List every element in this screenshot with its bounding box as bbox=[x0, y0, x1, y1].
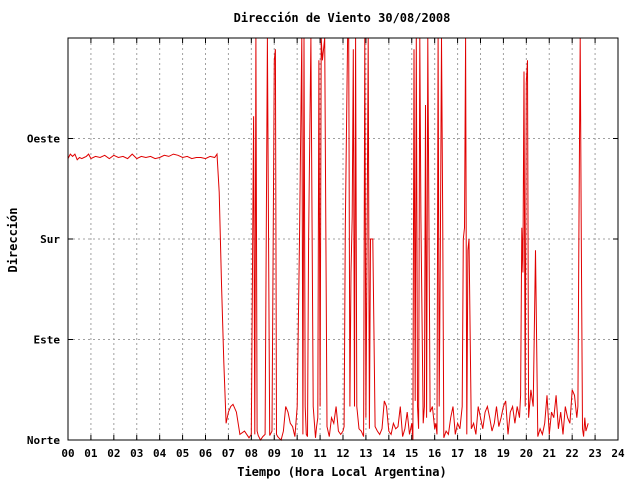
x-tick-label: 17 bbox=[451, 447, 464, 460]
x-tick-label: 16 bbox=[428, 447, 442, 460]
grid-lines bbox=[68, 38, 618, 440]
x-tick-label: 20 bbox=[520, 447, 533, 460]
x-tick-label: 24 bbox=[611, 447, 625, 460]
x-tick-label: 08 bbox=[245, 447, 258, 460]
x-tick-label: 09 bbox=[268, 447, 281, 460]
x-tick-label: 23 bbox=[588, 447, 601, 460]
x-tick-label: 22 bbox=[566, 447, 579, 460]
y-tick-label: Oeste bbox=[27, 133, 60, 146]
x-tick-label: 12 bbox=[336, 447, 349, 460]
x-axis-ticks: 00 01 02 03 04 05 06 07 08 09 10 11 12 13 14 15 16 17 18 19… bbox=[61, 38, 625, 460]
y-axis-label: Dirección bbox=[6, 207, 20, 272]
x-tick-label: 15 bbox=[405, 447, 418, 460]
x-tick-label: 11 bbox=[313, 447, 327, 460]
x-tick-label: 06 bbox=[199, 447, 213, 460]
x-tick-label: 14 bbox=[382, 447, 396, 460]
x-tick-label: 02 bbox=[107, 447, 120, 460]
chart-title: Dirección de Viento 30/08/2008 bbox=[234, 11, 451, 25]
x-tick-label: 21 bbox=[543, 447, 557, 460]
x-axis-label: Tiempo (Hora Local Argentina) bbox=[237, 465, 447, 479]
x-tick-label: 01 bbox=[84, 447, 98, 460]
x-tick-label: 03 bbox=[130, 447, 143, 460]
x-tick-label: 10 bbox=[291, 447, 304, 460]
x-tick-label: 18 bbox=[474, 447, 487, 460]
y-tick-label: Este bbox=[34, 334, 61, 347]
x-tick-label: 00 bbox=[61, 447, 74, 460]
y-tick-label: Norte bbox=[27, 434, 60, 447]
x-tick-label: 04 bbox=[153, 447, 167, 460]
x-tick-label: 05 bbox=[176, 447, 189, 460]
y-axis-ticks: Norte Este Sur Oeste bbox=[27, 133, 618, 447]
x-tick-label: 07 bbox=[222, 447, 235, 460]
x-tick-label: 19 bbox=[497, 447, 510, 460]
x-tick-label: 13 bbox=[359, 447, 372, 460]
y-tick-label: Sur bbox=[40, 233, 60, 246]
